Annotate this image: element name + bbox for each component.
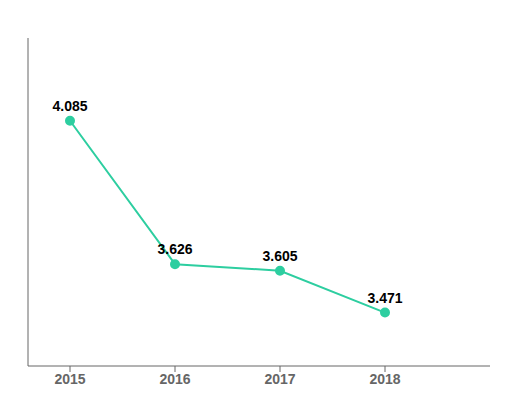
svg-text:2018: 2018	[369, 371, 400, 387]
svg-text:4.085: 4.085	[52, 98, 87, 114]
svg-text:3.605: 3.605	[262, 248, 297, 264]
svg-text:2015: 2015	[54, 371, 85, 387]
svg-text:3.626: 3.626	[157, 241, 192, 257]
svg-text:2017: 2017	[264, 371, 295, 387]
svg-text:2016: 2016	[159, 371, 190, 387]
svg-text:3.471: 3.471	[367, 290, 402, 306]
